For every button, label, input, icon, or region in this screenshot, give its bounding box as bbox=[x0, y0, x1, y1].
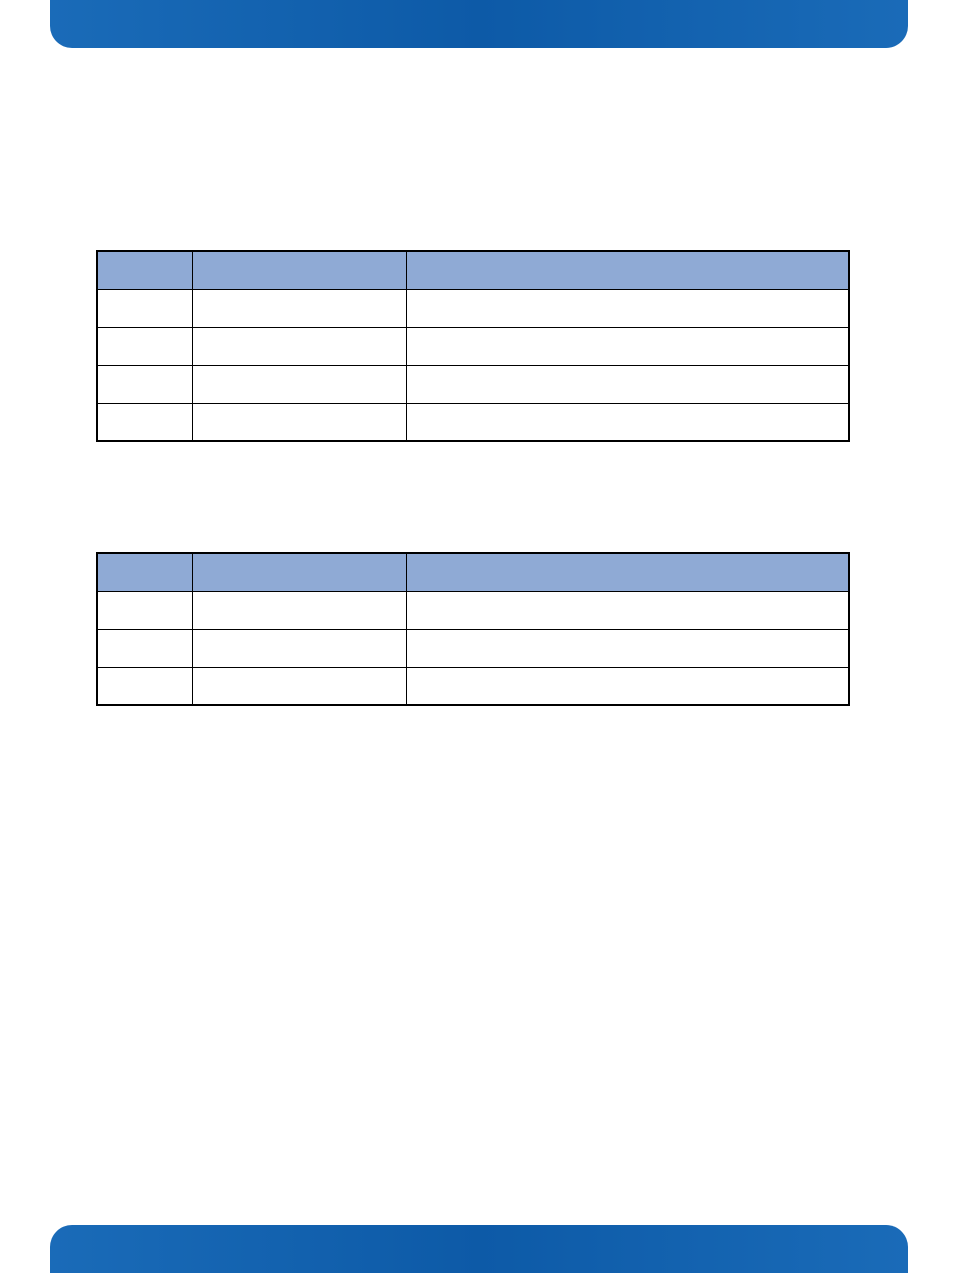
table-header-cell bbox=[192, 251, 406, 289]
table-row bbox=[97, 365, 849, 403]
table-header-row bbox=[97, 553, 849, 591]
table-cell bbox=[406, 629, 849, 667]
table-cell bbox=[192, 591, 406, 629]
table-cell bbox=[192, 667, 406, 705]
table-header-cell bbox=[406, 553, 849, 591]
table-row bbox=[97, 629, 849, 667]
table-cell bbox=[192, 327, 406, 365]
table-cell bbox=[97, 403, 192, 441]
table-cell bbox=[192, 289, 406, 327]
table-row bbox=[97, 403, 849, 441]
page-content bbox=[96, 250, 850, 816]
table-cell bbox=[97, 289, 192, 327]
table-row bbox=[97, 591, 849, 629]
table-header-cell bbox=[406, 251, 849, 289]
table-2 bbox=[96, 552, 850, 706]
table-header-cell bbox=[192, 553, 406, 591]
table-cell bbox=[406, 403, 849, 441]
table-cell bbox=[406, 365, 849, 403]
footer-bar bbox=[50, 1225, 908, 1273]
table-header-cell bbox=[97, 553, 192, 591]
table-cell bbox=[406, 591, 849, 629]
table-header-row bbox=[97, 251, 849, 289]
table-cell bbox=[97, 629, 192, 667]
table-cell bbox=[406, 327, 849, 365]
table-row bbox=[97, 327, 849, 365]
table-cell bbox=[406, 667, 849, 705]
table-cell bbox=[192, 629, 406, 667]
table-cell bbox=[97, 667, 192, 705]
table-cell bbox=[192, 403, 406, 441]
table-1 bbox=[96, 250, 850, 442]
header-bar bbox=[50, 0, 908, 48]
table-cell bbox=[192, 365, 406, 403]
table-cell bbox=[97, 327, 192, 365]
table-cell bbox=[406, 289, 849, 327]
table-row bbox=[97, 289, 849, 327]
table-header-cell bbox=[97, 251, 192, 289]
table-cell bbox=[97, 365, 192, 403]
table-cell bbox=[97, 591, 192, 629]
table-row bbox=[97, 667, 849, 705]
